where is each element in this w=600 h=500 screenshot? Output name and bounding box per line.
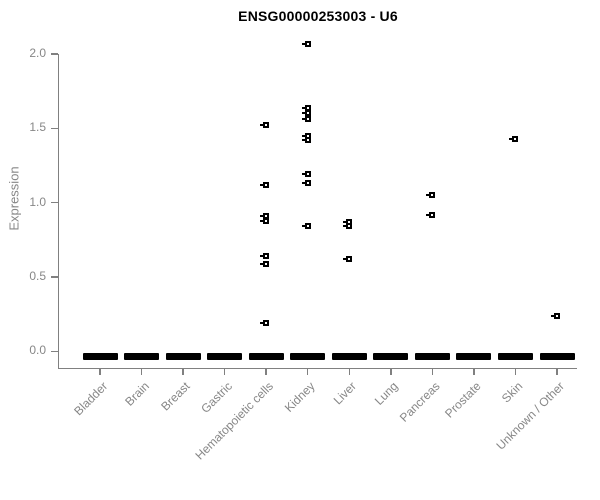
data-point [426, 211, 436, 218]
x-axis-category-label: Prostate [442, 379, 484, 421]
y-tick-mark [50, 127, 58, 130]
zero-expression-cluster [539, 352, 575, 360]
data-point [343, 256, 353, 263]
data-point [260, 253, 270, 260]
x-axis-category-label: Bladder [70, 379, 110, 419]
y-axis-line [57, 54, 59, 368]
data-point [301, 171, 311, 178]
data-point [509, 135, 519, 142]
zero-expression-cluster [207, 352, 243, 360]
data-point [301, 116, 311, 123]
data-point [260, 181, 270, 188]
x-axis-category-label: Lung [371, 379, 401, 408]
zero-expression-cluster [124, 352, 160, 360]
x-axis-category-label: Gastric [197, 379, 235, 416]
x-axis-line [57, 368, 577, 370]
data-point [551, 312, 560, 319]
y-tick-mark [50, 276, 58, 278]
zero-expression-cluster [165, 352, 201, 360]
y-tick-label: 2.0 [29, 46, 46, 60]
data-point [260, 260, 270, 267]
x-axis-category-label: Brain [121, 379, 152, 409]
x-tick-mark [390, 368, 392, 375]
data-point [343, 219, 353, 226]
data-point [260, 217, 270, 224]
x-tick-mark [514, 368, 517, 375]
data-point [260, 122, 270, 129]
y-tick-label: 0.0 [29, 343, 46, 358]
data-point [301, 137, 311, 144]
x-axis-category-label: Breast [158, 379, 194, 414]
zero-expression-cluster [414, 352, 450, 360]
x-axis-category-label: Liver [330, 379, 360, 408]
zero-expression-cluster [373, 352, 409, 360]
y-tick-label: 0.5 [29, 269, 46, 284]
x-tick-mark [265, 368, 267, 375]
x-tick-mark [182, 368, 184, 375]
y-tick-label: 1.5 [29, 120, 46, 135]
data-point [301, 132, 311, 139]
x-tick-mark [307, 368, 309, 375]
data-point [301, 223, 311, 230]
x-axis-category-label: Kidney [281, 379, 318, 415]
data-point [260, 213, 270, 220]
x-tick-mark [431, 368, 434, 375]
zero-expression-cluster [290, 352, 326, 360]
x-axis-category-label: Pancreas [396, 379, 443, 425]
zero-expression-cluster [497, 352, 533, 360]
y-tick-mark [50, 202, 58, 204]
x-tick-mark [556, 368, 558, 375]
chart-title: ENSG00000253003 - U6 [238, 8, 398, 24]
zero-expression-cluster [82, 352, 118, 360]
y-tick-mark [50, 53, 58, 55]
x-tick-mark [140, 368, 143, 375]
y-tick-label: 1.0 [29, 194, 46, 209]
zero-expression-cluster [456, 352, 492, 360]
zero-expression-cluster [331, 352, 367, 360]
y-tick-mark [50, 350, 58, 353]
data-point [343, 223, 353, 230]
zero-expression-cluster [248, 352, 284, 360]
x-tick-mark [348, 368, 350, 375]
x-axis-category-label: Skin [499, 379, 526, 406]
data-point [301, 40, 311, 47]
data-point [426, 192, 436, 199]
data-point [301, 180, 311, 187]
x-tick-mark [473, 368, 475, 375]
data-point [301, 104, 311, 111]
data-point [260, 320, 270, 327]
x-axis-category-label: Hematopoietic cells [192, 379, 277, 463]
data-point [301, 110, 311, 117]
x-tick-mark [223, 368, 226, 375]
x-tick-mark [99, 368, 101, 375]
